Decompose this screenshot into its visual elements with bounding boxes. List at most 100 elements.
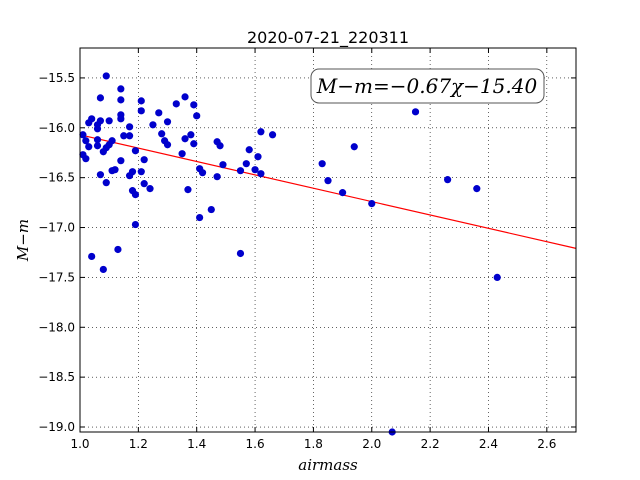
data-points bbox=[79, 72, 501, 436]
data-point bbox=[140, 180, 148, 188]
data-point bbox=[114, 245, 122, 254]
data-point bbox=[181, 135, 189, 143]
data-point bbox=[96, 171, 105, 179]
data-point bbox=[93, 142, 102, 150]
data-point bbox=[117, 157, 125, 165]
data-point bbox=[493, 273, 501, 282]
data-point bbox=[257, 170, 265, 178]
x-tick-label: 2.2 bbox=[421, 437, 440, 451]
data-point bbox=[219, 161, 227, 169]
data-point bbox=[117, 96, 125, 104]
data-point bbox=[190, 101, 198, 109]
y-tick-label: −18.5 bbox=[38, 370, 75, 384]
y-tick-label: −16.0 bbox=[38, 121, 75, 135]
data-point bbox=[117, 115, 125, 123]
data-point bbox=[242, 160, 250, 168]
x-tick-label: 1.8 bbox=[304, 437, 323, 451]
data-point bbox=[120, 132, 128, 140]
data-point bbox=[251, 166, 259, 174]
data-point bbox=[93, 136, 102, 144]
data-point bbox=[108, 137, 116, 145]
data-point bbox=[137, 97, 145, 105]
x-tick-label: 2.0 bbox=[362, 437, 381, 451]
y-tick-label: −16.5 bbox=[38, 171, 75, 185]
data-point bbox=[236, 167, 245, 175]
plot-frame bbox=[79, 47, 577, 433]
data-point bbox=[178, 150, 186, 158]
y-tick-label: −19.0 bbox=[38, 420, 75, 434]
data-point bbox=[187, 131, 195, 139]
data-point bbox=[236, 249, 245, 258]
data-point bbox=[131, 147, 140, 155]
data-point bbox=[444, 176, 452, 184]
data-point bbox=[155, 109, 163, 117]
data-point bbox=[268, 131, 277, 139]
x-tick-label: 2.4 bbox=[479, 437, 498, 451]
data-point bbox=[163, 118, 172, 126]
data-point bbox=[93, 125, 102, 133]
data-point bbox=[254, 153, 262, 161]
data-point bbox=[79, 131, 87, 139]
x-tick-label: 1.6 bbox=[246, 437, 265, 451]
regression-line bbox=[79, 134, 577, 249]
data-point bbox=[196, 213, 204, 222]
data-point bbox=[82, 137, 90, 145]
data-point bbox=[257, 128, 265, 136]
x-axis-label: airmass bbox=[298, 456, 358, 474]
data-point bbox=[172, 100, 180, 108]
annotation-text: M−m=−0.67χ−15.40 bbox=[316, 74, 538, 98]
data-point bbox=[82, 155, 90, 163]
data-point bbox=[126, 123, 134, 131]
data-point bbox=[131, 191, 140, 199]
annotation-box bbox=[310, 68, 545, 104]
data-point bbox=[213, 173, 221, 181]
data-point bbox=[88, 252, 96, 261]
data-point bbox=[190, 140, 198, 148]
x-tick-label: 1.0 bbox=[70, 437, 89, 451]
data-point bbox=[105, 117, 113, 125]
x-axis-ticks: 1.0 1.2 1.4 1.6 1.8 2.0 2.2 2.4 2.6 bbox=[70, 48, 556, 451]
chart-title: 2020-07-21_220311 bbox=[247, 28, 409, 48]
x-tick-label: 1.4 bbox=[187, 437, 206, 451]
data-point bbox=[324, 177, 332, 185]
y-tick-label: −17.5 bbox=[38, 270, 75, 284]
data-point bbox=[137, 168, 145, 176]
data-point bbox=[158, 130, 166, 138]
data-point bbox=[96, 94, 105, 102]
data-point bbox=[163, 141, 172, 149]
data-point bbox=[146, 185, 154, 193]
data-point bbox=[131, 220, 140, 229]
data-point bbox=[181, 93, 189, 101]
data-point bbox=[102, 72, 110, 80]
y-axis-label: M−m bbox=[14, 219, 32, 262]
y-tick-label: −17.0 bbox=[38, 221, 75, 235]
data-point bbox=[207, 205, 215, 214]
y-tick-label: −18.0 bbox=[38, 320, 75, 334]
data-point bbox=[99, 265, 107, 274]
data-point bbox=[216, 142, 224, 150]
data-point bbox=[102, 179, 110, 187]
data-point bbox=[111, 166, 119, 174]
x-tick-label: 1.2 bbox=[129, 437, 148, 451]
data-point bbox=[117, 85, 125, 93]
y-axis-ticks: −15.5 −16.0 −16.5 −17.0 −17.5 −18.0 −18.5 −19.0 bbox=[38, 71, 576, 434]
data-point bbox=[184, 186, 192, 194]
data-point bbox=[198, 169, 207, 177]
plot-area bbox=[80, 48, 576, 432]
data-point bbox=[193, 112, 201, 120]
data-point bbox=[245, 146, 253, 154]
data-point bbox=[149, 121, 157, 129]
data-point bbox=[411, 108, 420, 116]
x-tick-label: 2.6 bbox=[537, 437, 556, 451]
data-point bbox=[137, 107, 145, 115]
data-point bbox=[140, 156, 148, 164]
data-point bbox=[128, 168, 137, 176]
data-point bbox=[88, 115, 96, 123]
data-point bbox=[318, 160, 326, 168]
data-point bbox=[350, 143, 358, 151]
equation-annotation: M−m=−0.67χ−15.40 bbox=[310, 68, 545, 104]
fit-line bbox=[79, 134, 577, 249]
data-point bbox=[473, 185, 481, 193]
data-point bbox=[338, 189, 347, 197]
